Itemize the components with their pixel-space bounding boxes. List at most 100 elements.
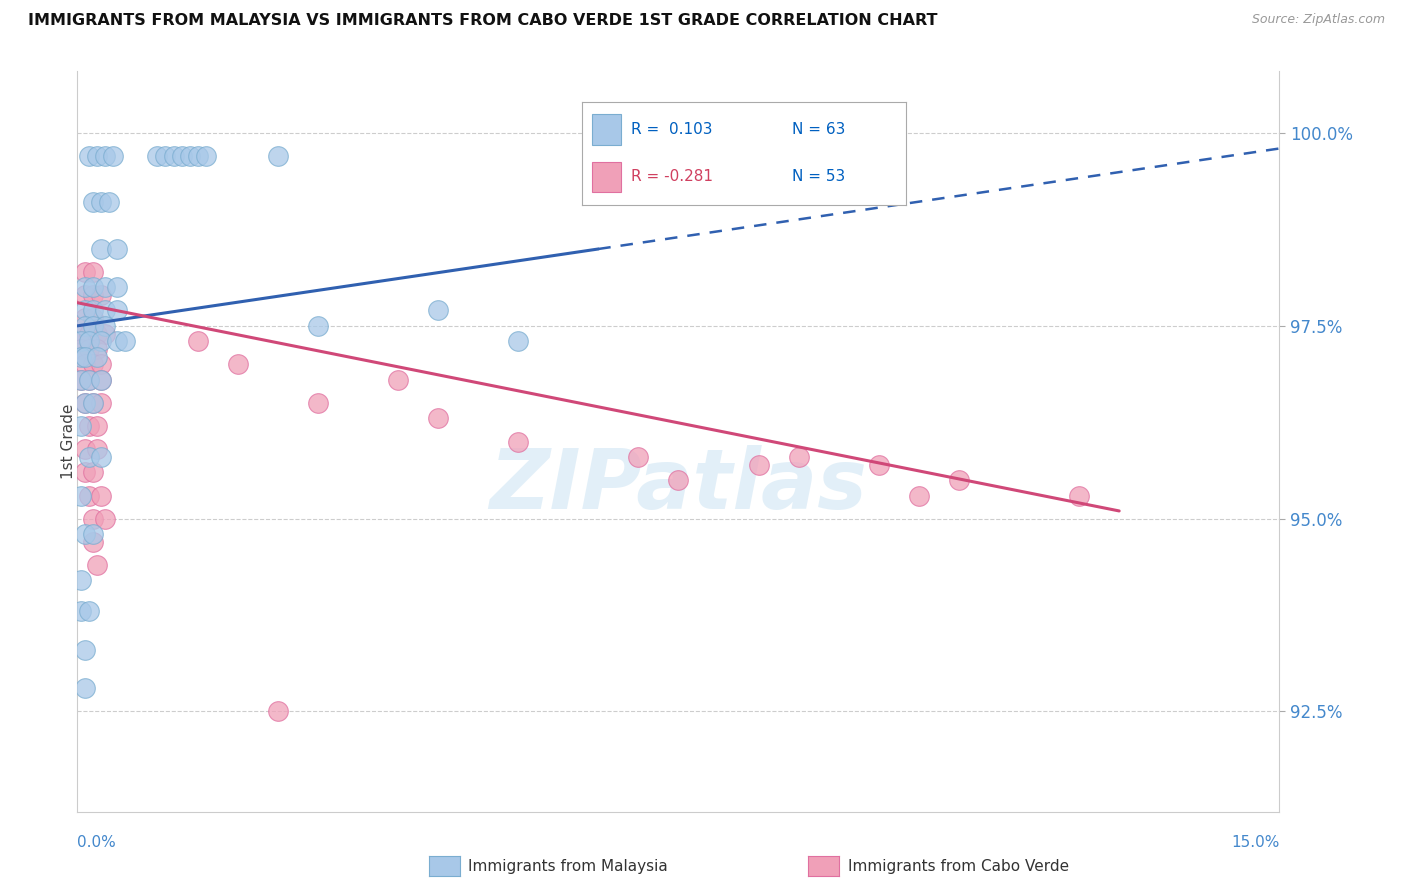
Point xyxy=(508,334,530,349)
Point xyxy=(70,326,93,341)
Point xyxy=(107,280,129,294)
Point xyxy=(508,434,530,449)
Point xyxy=(70,489,93,503)
Point xyxy=(387,373,409,387)
Point xyxy=(94,511,117,525)
Point xyxy=(267,705,290,719)
Point xyxy=(82,527,104,541)
Point xyxy=(75,527,97,541)
Point xyxy=(79,373,101,387)
Point xyxy=(82,311,104,326)
Point xyxy=(170,149,193,163)
Point xyxy=(90,373,112,387)
Point xyxy=(75,303,97,318)
Point xyxy=(90,334,112,349)
Text: N = 63: N = 63 xyxy=(793,122,846,137)
Point xyxy=(82,534,104,549)
Point xyxy=(90,288,112,302)
Point xyxy=(186,334,209,349)
Point xyxy=(82,318,104,333)
Text: N = 53: N = 53 xyxy=(793,169,845,185)
Point xyxy=(75,358,97,372)
Point xyxy=(307,318,329,333)
Point xyxy=(82,396,104,410)
Point xyxy=(86,326,108,341)
Point xyxy=(75,265,97,279)
Point xyxy=(70,373,93,387)
Point xyxy=(70,574,93,588)
Point xyxy=(75,311,97,326)
Text: Immigrants from Malaysia: Immigrants from Malaysia xyxy=(468,859,668,873)
Point xyxy=(70,350,93,364)
Point xyxy=(94,326,117,341)
Point xyxy=(307,396,329,410)
Point xyxy=(79,373,101,387)
Text: R = -0.281: R = -0.281 xyxy=(631,169,713,185)
Point xyxy=(75,466,97,480)
Point xyxy=(75,350,97,364)
Point xyxy=(82,265,104,279)
Point xyxy=(107,303,129,318)
Point xyxy=(194,149,217,163)
Point xyxy=(79,489,101,503)
Point xyxy=(75,681,97,696)
Point xyxy=(98,195,121,210)
Point xyxy=(94,303,117,318)
Point xyxy=(82,396,104,410)
Point xyxy=(70,419,93,434)
Point xyxy=(70,334,93,349)
Text: Source: ZipAtlas.com: Source: ZipAtlas.com xyxy=(1251,13,1385,27)
Point xyxy=(427,411,450,425)
Point xyxy=(179,149,201,163)
Point xyxy=(82,288,104,302)
Point xyxy=(94,149,117,163)
Point xyxy=(162,149,184,163)
Y-axis label: 1st Grade: 1st Grade xyxy=(62,404,76,479)
Point xyxy=(79,450,101,464)
Point xyxy=(82,466,104,480)
Point xyxy=(427,303,450,318)
Point xyxy=(75,396,97,410)
Point xyxy=(146,149,169,163)
Point xyxy=(107,242,129,256)
Point xyxy=(908,489,931,503)
Point xyxy=(103,149,125,163)
Point xyxy=(90,450,112,464)
Point xyxy=(86,350,108,364)
Point xyxy=(86,419,108,434)
Point xyxy=(155,149,177,163)
Point xyxy=(82,358,104,372)
Text: Immigrants from Cabo Verde: Immigrants from Cabo Verde xyxy=(848,859,1069,873)
Point xyxy=(90,358,112,372)
Point xyxy=(267,149,290,163)
Text: IMMIGRANTS FROM MALAYSIA VS IMMIGRANTS FROM CABO VERDE 1ST GRADE CORRELATION CHA: IMMIGRANTS FROM MALAYSIA VS IMMIGRANTS F… xyxy=(28,13,938,29)
Point xyxy=(948,473,970,487)
Point xyxy=(107,334,129,349)
Point xyxy=(79,326,101,341)
Point xyxy=(86,442,108,457)
Point xyxy=(94,280,117,294)
Point xyxy=(79,342,101,356)
Point xyxy=(82,511,104,525)
Point xyxy=(82,280,104,294)
Point xyxy=(86,558,108,572)
Point xyxy=(868,458,890,472)
Point xyxy=(1069,489,1091,503)
Text: 15.0%: 15.0% xyxy=(1232,836,1279,850)
Point xyxy=(79,419,101,434)
Point xyxy=(75,396,97,410)
Point xyxy=(70,373,93,387)
Point xyxy=(90,396,112,410)
Point xyxy=(75,318,97,333)
Point xyxy=(226,358,249,372)
Point xyxy=(75,442,97,457)
Point xyxy=(86,342,108,356)
Point xyxy=(90,195,112,210)
FancyBboxPatch shape xyxy=(592,114,621,145)
Point xyxy=(748,458,770,472)
Point xyxy=(94,318,117,333)
Point xyxy=(75,642,97,657)
Point xyxy=(75,288,97,302)
Point xyxy=(86,149,108,163)
Point xyxy=(114,334,136,349)
